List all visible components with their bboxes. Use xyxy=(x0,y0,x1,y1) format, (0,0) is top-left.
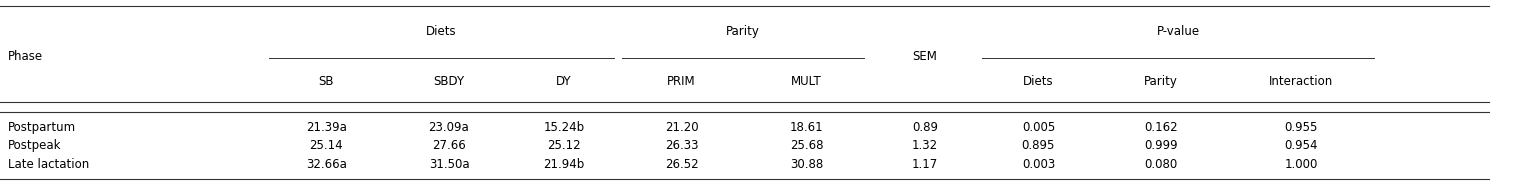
Text: 21.20: 21.20 xyxy=(665,122,698,134)
Text: 25.68: 25.68 xyxy=(791,139,823,152)
Text: 21.39a: 21.39a xyxy=(305,122,347,134)
Text: SEM: SEM xyxy=(912,50,938,63)
Text: 0.954: 0.954 xyxy=(1285,139,1317,152)
Text: SBDY: SBDY xyxy=(433,75,465,88)
Text: Interaction: Interaction xyxy=(1269,75,1332,88)
Text: P-value: P-value xyxy=(1156,26,1200,39)
Text: MULT: MULT xyxy=(791,75,823,88)
Text: 0.999: 0.999 xyxy=(1145,139,1177,152)
Text: Diets: Diets xyxy=(427,26,456,39)
Text: PRIM: PRIM xyxy=(668,75,695,88)
Text: DY: DY xyxy=(556,75,573,88)
Text: Parity: Parity xyxy=(726,26,760,39)
Text: 30.88: 30.88 xyxy=(791,158,823,171)
Text: 21.94b: 21.94b xyxy=(543,158,585,171)
Text: Parity: Parity xyxy=(1144,75,1179,88)
Text: 27.66: 27.66 xyxy=(433,139,465,152)
Text: 26.33: 26.33 xyxy=(665,139,698,152)
Text: 23.09a: 23.09a xyxy=(428,122,470,134)
Text: Late lactation: Late lactation xyxy=(8,158,89,171)
Text: 0.89: 0.89 xyxy=(912,122,938,134)
Text: 1.000: 1.000 xyxy=(1285,158,1317,171)
Text: 31.50a: 31.50a xyxy=(428,158,470,171)
Text: 26.52: 26.52 xyxy=(665,158,698,171)
Text: 18.61: 18.61 xyxy=(791,122,823,134)
Text: SB: SB xyxy=(318,75,335,88)
Text: 0.003: 0.003 xyxy=(1022,158,1055,171)
Text: Postpeak: Postpeak xyxy=(8,139,61,152)
Text: Phase: Phase xyxy=(8,50,43,63)
Text: 0.162: 0.162 xyxy=(1145,122,1177,134)
Text: 0.005: 0.005 xyxy=(1022,122,1055,134)
Text: 32.66a: 32.66a xyxy=(305,158,347,171)
Text: 1.17: 1.17 xyxy=(912,158,938,171)
Text: Diets: Diets xyxy=(1024,75,1053,88)
Text: 25.14: 25.14 xyxy=(310,139,342,152)
Text: 15.24b: 15.24b xyxy=(543,122,585,134)
Text: Postpartum: Postpartum xyxy=(8,122,75,134)
Text: 0.895: 0.895 xyxy=(1022,139,1055,152)
Text: 1.32: 1.32 xyxy=(912,139,938,152)
Text: 25.12: 25.12 xyxy=(548,139,580,152)
Text: 0.080: 0.080 xyxy=(1145,158,1177,171)
Text: 0.955: 0.955 xyxy=(1285,122,1317,134)
